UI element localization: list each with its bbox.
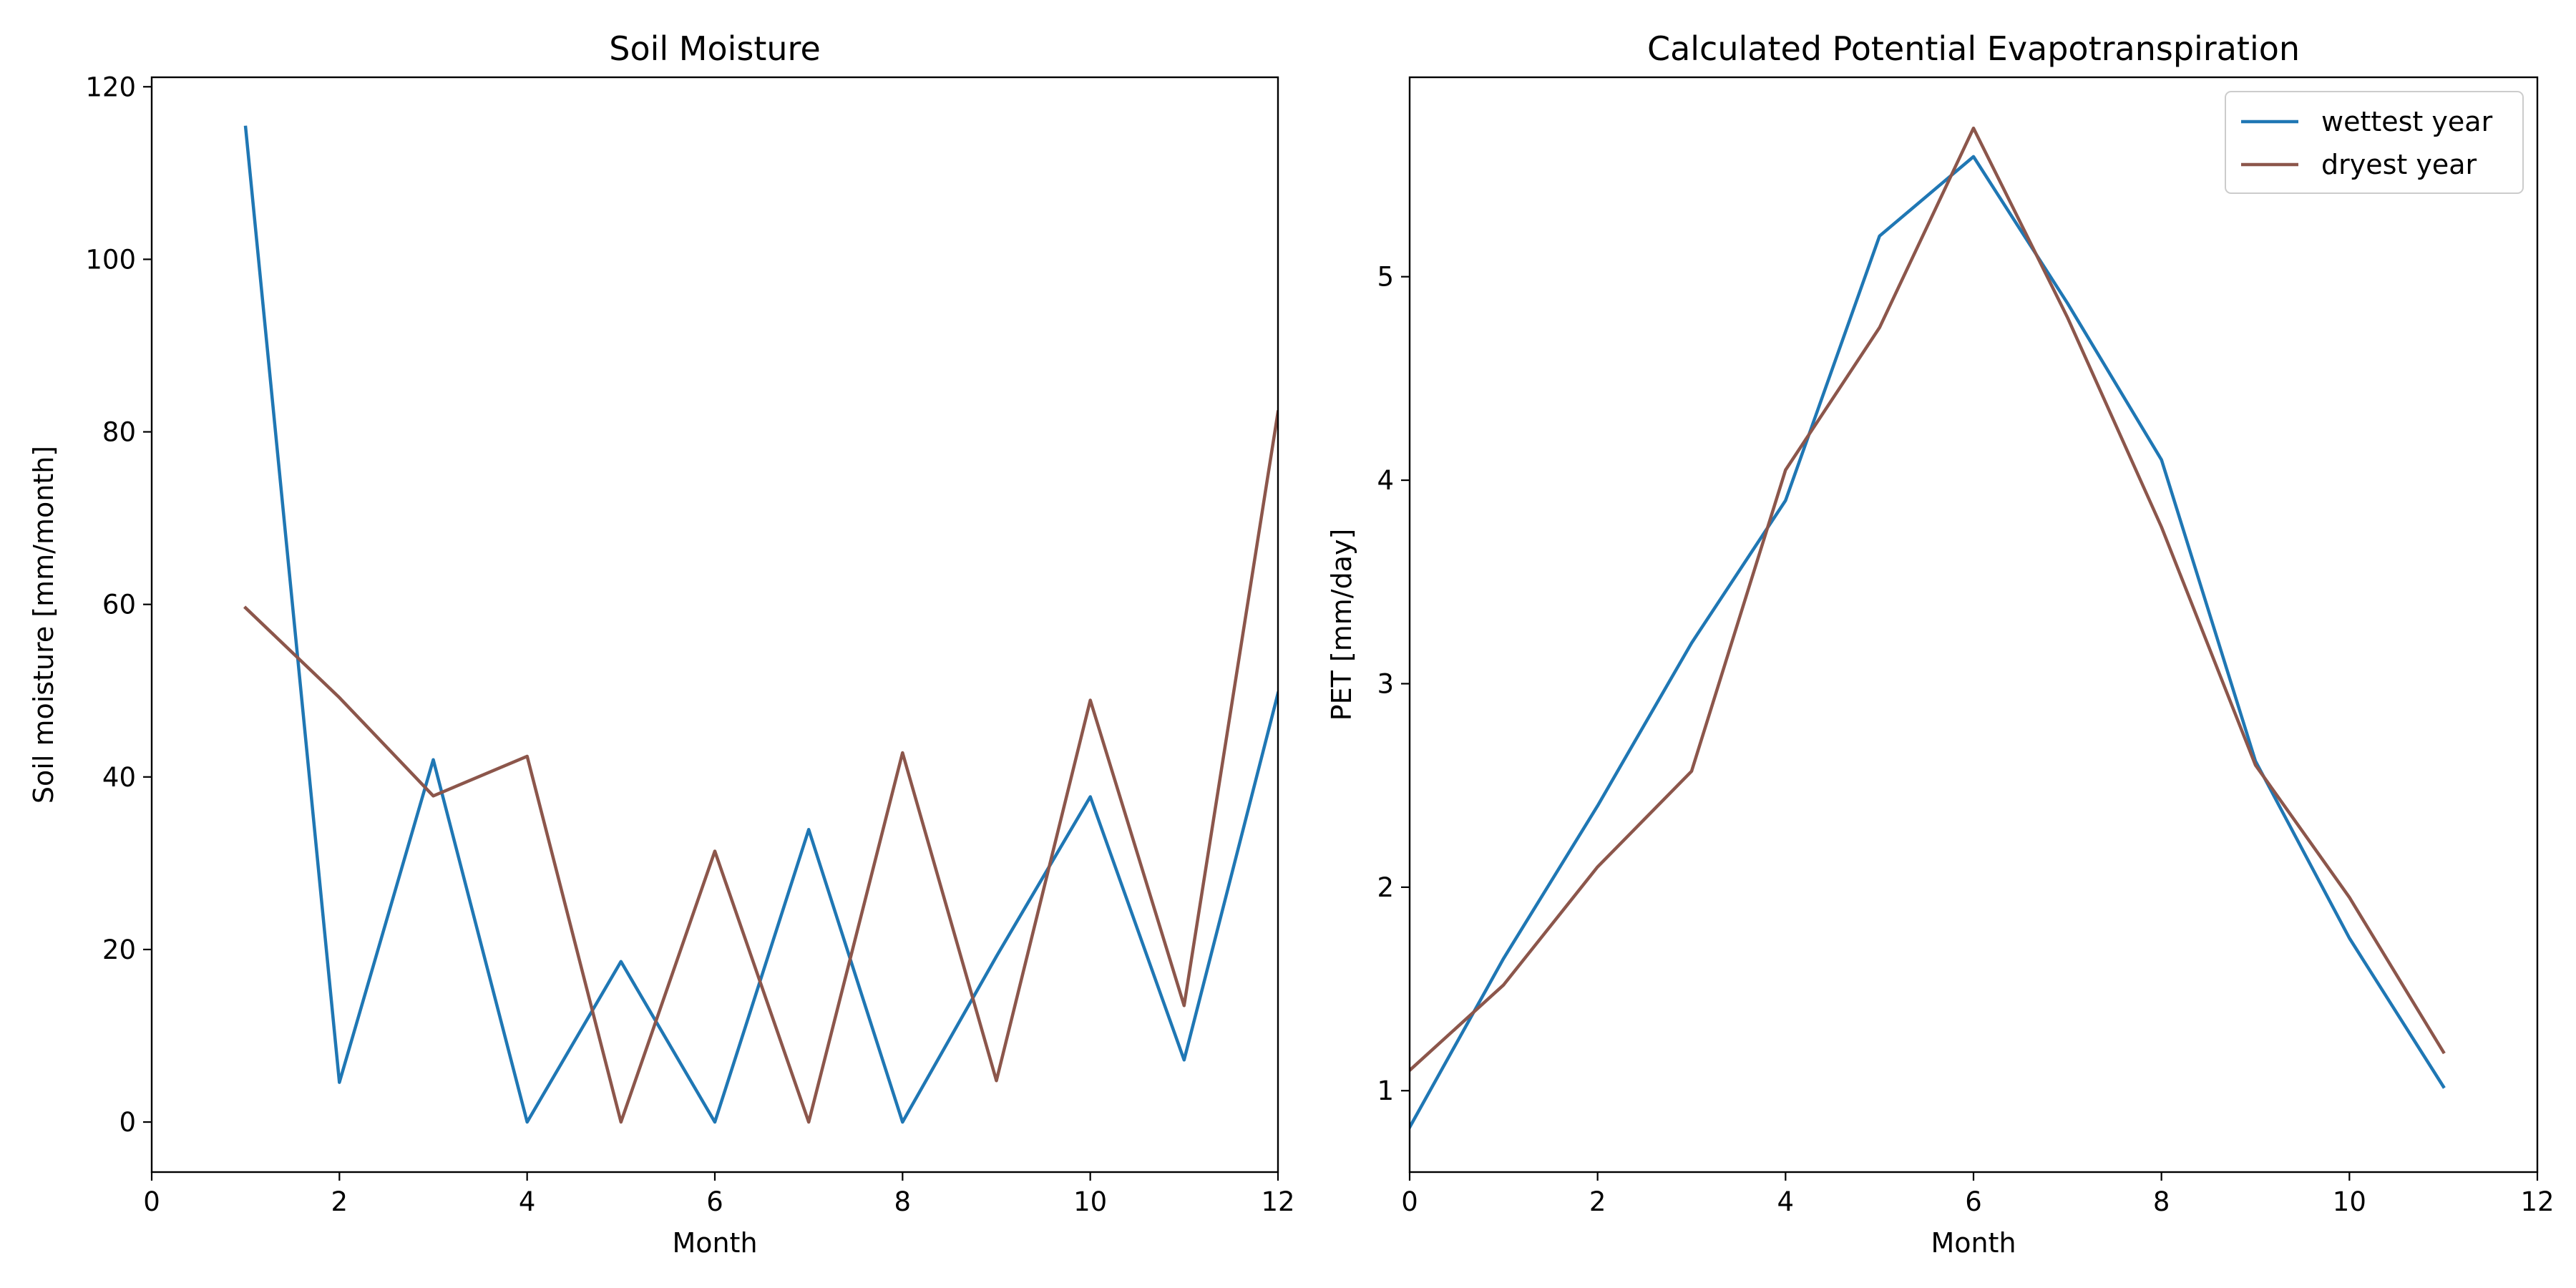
pet-series-line-1	[1410, 155, 2446, 1130]
soil-y-tick-label: 120	[85, 72, 136, 102]
soil-series-line-2	[243, 410, 1278, 1124]
pet-legend-label-1: wettest year	[2321, 106, 2493, 137]
soil-y-tick-label: 20	[102, 935, 136, 965]
soil-axes-frame	[150, 76, 1279, 1174]
pet-y-tick-label: 3	[1377, 668, 1394, 699]
pet-y-axis-label: PET [mm/day]	[1326, 529, 1357, 721]
pet-x-tick-label: 8	[2153, 1186, 2170, 1217]
soil-y-tick-label: 80	[102, 417, 136, 448]
pet-legend-label-2: dryest year	[2321, 149, 2477, 180]
pet-x-tick-label: 10	[2333, 1186, 2366, 1217]
pet-axes-frame	[1408, 76, 2539, 1174]
soil-x-tick-label: 2	[331, 1186, 348, 1217]
soil-x-tick-label: 4	[519, 1186, 536, 1217]
soil-y-tick-label: 0	[119, 1107, 136, 1138]
soil-x-tick-label: 12	[1261, 1186, 1294, 1217]
soil-y-axis-label: Soil moisture [mm/month]	[28, 446, 59, 804]
soil-chart-title: Soil Moisture	[609, 29, 821, 68]
pet-y-tick-label: 1	[1377, 1075, 1394, 1106]
pet-y-tick-label: 5	[1377, 262, 1394, 293]
pet-series-group	[1410, 126, 2446, 1130]
pet-y-tick-label: 4	[1377, 465, 1394, 496]
pet-x-axis-label: Month	[1931, 1227, 2016, 1259]
soil-series-line-1	[243, 125, 1278, 1124]
pet-legend-box	[2225, 91, 2524, 194]
soil-series-group	[243, 125, 1278, 1124]
pet-x-tick-label: 0	[1401, 1186, 1418, 1217]
pet-chart-title: Calculated Potential Evapotranspiration	[1647, 29, 2300, 68]
pet-x-tick-label: 2	[1589, 1186, 1606, 1217]
pet-legend: wettest year dryest year	[2225, 91, 2524, 194]
pet-x-tick-label: 6	[1965, 1186, 1982, 1217]
soil-y-tick-label: 40	[102, 762, 136, 793]
soil-x-tick-label: 8	[894, 1186, 912, 1217]
soil-x-tick-label: 6	[706, 1186, 723, 1217]
pet-x-tick-label: 12	[2520, 1186, 2554, 1217]
soil-x-tick-label: 0	[143, 1186, 160, 1217]
pet-y-tick-label: 2	[1377, 872, 1394, 903]
soil-x-tick-label: 10	[1073, 1186, 1107, 1217]
soil-y-tick-label: 100	[85, 244, 136, 275]
pet-x-tick-label: 4	[1777, 1186, 1795, 1217]
soil-x-axis-label: Month	[672, 1227, 757, 1259]
soil-y-tick-label: 60	[102, 590, 136, 620]
pet-series-line-2	[1410, 126, 2446, 1073]
